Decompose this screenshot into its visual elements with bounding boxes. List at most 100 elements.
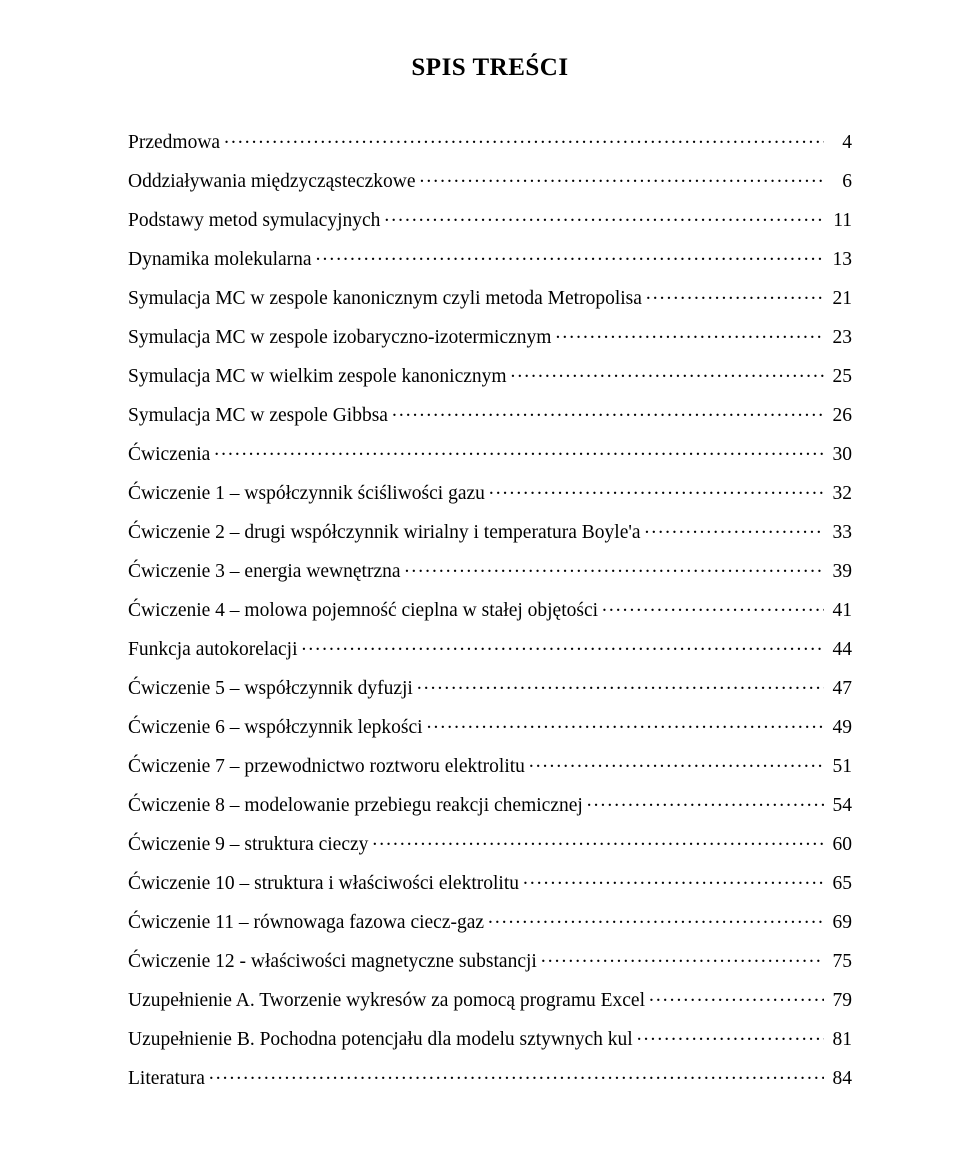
toc-entry: Podstawy metod symulacyjnych 11 bbox=[128, 206, 852, 230]
toc-entry: Ćwiczenie 12 - właściwości magnetyczne s… bbox=[128, 947, 852, 971]
toc-leader-dots bbox=[405, 557, 824, 577]
toc-entry-label: Ćwiczenie 10 – struktura i właściwości e… bbox=[128, 874, 519, 894]
toc-leader-dots bbox=[529, 752, 824, 772]
toc-entry-label: Uzupełnienie B. Pochodna potencjału dla … bbox=[128, 1030, 633, 1050]
toc-entry: Symulacja MC w zespole izobaryczno-izote… bbox=[128, 323, 852, 347]
toc-entry-label: Ćwiczenie 5 – współczynnik dyfuzji bbox=[128, 679, 413, 699]
toc-entry: Przedmowa4 bbox=[128, 128, 852, 152]
toc-title: SPIS TREŚCI bbox=[128, 54, 852, 82]
toc-leader-dots bbox=[417, 674, 824, 694]
toc-entry-page: 65 bbox=[828, 874, 852, 894]
toc-entry-label: Ćwiczenia bbox=[128, 445, 210, 465]
toc-entry: Funkcja autokorelacji 44 bbox=[128, 635, 852, 659]
toc-entry-label: Symulacja MC w wielkim zespole kanoniczn… bbox=[128, 367, 507, 387]
toc-entry-page: 21 bbox=[828, 289, 852, 309]
toc-entry: Ćwiczenie 10 – struktura i właściwości e… bbox=[128, 869, 852, 893]
toc-entry-page: 51 bbox=[828, 757, 852, 777]
toc-entry-page: 84 bbox=[828, 1069, 852, 1089]
toc-entry-label: Ćwiczenie 7 – przewodnictwo roztworu ele… bbox=[128, 757, 525, 777]
toc-entry-page: 39 bbox=[828, 562, 852, 582]
toc-leader-dots bbox=[511, 362, 824, 382]
toc-entry-page: 25 bbox=[828, 367, 852, 387]
toc-leader-dots bbox=[392, 401, 824, 421]
toc-leader-dots bbox=[301, 635, 824, 655]
toc-leader-dots bbox=[541, 947, 824, 967]
toc-entry: Symulacja MC w zespole kanonicznym czyli… bbox=[128, 284, 852, 308]
toc-leader-dots bbox=[224, 128, 824, 148]
toc-entry-page: 47 bbox=[828, 679, 852, 699]
toc-entry-page: 11 bbox=[828, 211, 852, 231]
toc-entry-label: Ćwiczenie 1 – współczynnik ściśliwości g… bbox=[128, 484, 485, 504]
toc-entry: Ćwiczenie 7 – przewodnictwo roztworu ele… bbox=[128, 752, 852, 776]
toc-entry-page: 30 bbox=[828, 445, 852, 465]
toc-entry-label: Oddziaływania międzycząsteczkowe bbox=[128, 172, 415, 192]
toc-leader-dots bbox=[372, 830, 824, 850]
toc-entry-label: Ćwiczenie 6 – współczynnik lepkości bbox=[128, 718, 423, 738]
toc-leader-dots bbox=[316, 245, 824, 265]
toc-entry: Ćwiczenie 6 – współczynnik lepkości 49 bbox=[128, 713, 852, 737]
toc-entry-page: 13 bbox=[828, 250, 852, 270]
toc-leader-dots bbox=[427, 713, 824, 733]
toc-entry-label: Symulacja MC w zespole Gibbsa bbox=[128, 406, 388, 426]
toc-entry: Ćwiczenie 2 – drugi współczynnik wirialn… bbox=[128, 518, 852, 542]
toc-entry-page: 41 bbox=[828, 601, 852, 621]
toc-entry-label: Symulacja MC w zespole kanonicznym czyli… bbox=[128, 289, 642, 309]
toc-entry: Ćwiczenie 11 – równowaga fazowa ciecz-ga… bbox=[128, 908, 852, 932]
toc-leader-dots bbox=[587, 791, 824, 811]
toc-leader-dots bbox=[419, 167, 824, 187]
toc-entry-page: 23 bbox=[828, 328, 852, 348]
toc-entry-label: Ćwiczenie 9 – struktura cieczy bbox=[128, 835, 368, 855]
toc-entry: Uzupełnienie A. Tworzenie wykresów za po… bbox=[128, 986, 852, 1010]
toc-leader-dots bbox=[602, 596, 824, 616]
toc-entry: Ćwiczenia 30 bbox=[128, 440, 852, 464]
toc-entry: Ćwiczenie 8 – modelowanie przebiegu reak… bbox=[128, 791, 852, 815]
toc-entry-page: 81 bbox=[828, 1030, 852, 1050]
toc-entry-label: Funkcja autokorelacji bbox=[128, 640, 297, 660]
toc-leader-dots bbox=[555, 323, 824, 343]
toc-entry-label: Ćwiczenie 2 – drugi współczynnik wirialn… bbox=[128, 523, 641, 543]
toc-entry-page: 75 bbox=[828, 952, 852, 972]
toc-leader-dots bbox=[489, 479, 824, 499]
toc-entry-label: Symulacja MC w zespole izobaryczno-izote… bbox=[128, 328, 551, 348]
toc-entry: Ćwiczenie 3 – energia wewnętrzna 39 bbox=[128, 557, 852, 581]
toc-entry-label: Literatura bbox=[128, 1069, 205, 1089]
toc-leader-dots bbox=[637, 1025, 824, 1045]
toc-leader-dots bbox=[488, 908, 824, 928]
toc-entry-page: 44 bbox=[828, 640, 852, 660]
toc-entry-label: Podstawy metod symulacyjnych bbox=[128, 211, 380, 231]
toc-leader-dots bbox=[214, 440, 824, 460]
toc-entry-label: Ćwiczenie 8 – modelowanie przebiegu reak… bbox=[128, 796, 583, 816]
toc-entry: Ćwiczenie 1 – współczynnik ściśliwości g… bbox=[128, 479, 852, 503]
toc-entry: Ćwiczenie 9 – struktura cieczy60 bbox=[128, 830, 852, 854]
toc-entry-label: Ćwiczenie 3 – energia wewnętrzna bbox=[128, 562, 401, 582]
toc-leader-dots bbox=[646, 284, 824, 304]
toc-entry-label: Uzupełnienie A. Tworzenie wykresów za po… bbox=[128, 991, 645, 1011]
toc-entry: Dynamika molekularna 13 bbox=[128, 245, 852, 269]
toc-leader-dots bbox=[523, 869, 824, 889]
toc-entry-label: Ćwiczenie 12 - właściwości magnetyczne s… bbox=[128, 952, 537, 972]
toc-entry-page: 79 bbox=[828, 991, 852, 1011]
toc-entry-page: 54 bbox=[828, 796, 852, 816]
toc-entry: Symulacja MC w zespole Gibbsa 26 bbox=[128, 401, 852, 425]
toc-leader-dots bbox=[649, 986, 824, 1006]
toc-entry: Ćwiczenie 4 – molowa pojemność cieplna w… bbox=[128, 596, 852, 620]
toc-entry: Uzupełnienie B. Pochodna potencjału dla … bbox=[128, 1025, 852, 1049]
toc-entry-label: Dynamika molekularna bbox=[128, 250, 312, 270]
toc-entry-page: 33 bbox=[828, 523, 852, 543]
toc-entry-page: 32 bbox=[828, 484, 852, 504]
toc-entry: Literatura 84 bbox=[128, 1064, 852, 1088]
toc-leader-dots bbox=[209, 1064, 824, 1084]
toc-list: Przedmowa4 Oddziaływania międzycząsteczko… bbox=[128, 128, 852, 1088]
toc-entry-label: Ćwiczenie 4 – molowa pojemność cieplna w… bbox=[128, 601, 598, 621]
document-page: SPIS TREŚCI Przedmowa4 Oddziaływania międ… bbox=[0, 0, 960, 1176]
toc-entry-page: 26 bbox=[828, 406, 852, 426]
toc-leader-dots bbox=[645, 518, 824, 538]
toc-entry-page: 4 bbox=[828, 133, 852, 153]
toc-entry-page: 49 bbox=[828, 718, 852, 738]
toc-entry-page: 6 bbox=[828, 172, 852, 192]
toc-leader-dots bbox=[384, 206, 824, 226]
toc-entry: Symulacja MC w wielkim zespole kanoniczn… bbox=[128, 362, 852, 386]
toc-entry: Oddziaływania międzycząsteczkowe 6 bbox=[128, 167, 852, 191]
toc-entry-page: 69 bbox=[828, 913, 852, 933]
toc-entry: Ćwiczenie 5 – współczynnik dyfuzji 47 bbox=[128, 674, 852, 698]
